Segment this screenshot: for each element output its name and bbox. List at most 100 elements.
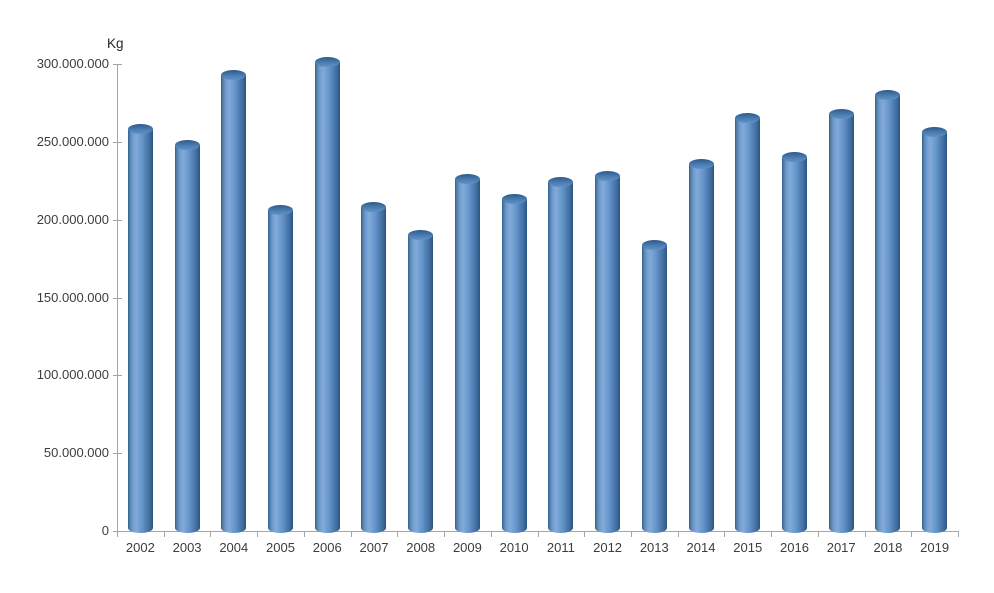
bar-2005 xyxy=(268,205,294,533)
bar-2006 xyxy=(314,57,340,533)
x-axis-label: 2015 xyxy=(733,540,763,555)
bar-top-cap xyxy=(595,171,621,182)
bar-top-cap xyxy=(781,152,807,163)
x-axis-label: 2010 xyxy=(499,540,529,555)
bar-top-cap xyxy=(735,113,761,124)
bar-2019 xyxy=(922,127,948,533)
bar-top-cap xyxy=(314,57,340,68)
bar-2011 xyxy=(548,177,574,533)
y-tick-label: 200.000.000 xyxy=(36,211,109,227)
bar-top-cap xyxy=(408,230,434,241)
x-tick-mark xyxy=(911,532,913,537)
bar-body xyxy=(314,62,340,533)
y-tick-label: 50.000.000 xyxy=(43,445,109,461)
y-tick-label: 100.000.000 xyxy=(36,367,109,383)
bar-top-cap xyxy=(221,69,247,80)
bar-2012 xyxy=(595,171,621,533)
bar-top-cap xyxy=(548,177,574,188)
x-axis-label: 2016 xyxy=(780,540,809,555)
x-tick-mark xyxy=(397,532,399,537)
bar-top-cap xyxy=(268,205,294,216)
y-tick-label: 150.000.000 xyxy=(36,289,109,305)
x-axis-line xyxy=(117,531,959,532)
y-tick-mark xyxy=(113,531,122,532)
x-axis-label: 2011 xyxy=(546,540,575,555)
bar-2003 xyxy=(174,139,200,533)
bar-top-cap xyxy=(454,174,480,185)
x-tick-mark xyxy=(817,532,819,537)
x-axis-label: 2008 xyxy=(406,540,436,555)
bar-top-cap xyxy=(127,124,153,135)
bar-body xyxy=(688,163,714,533)
bar-2004 xyxy=(221,69,247,533)
x-axis-label: 2017 xyxy=(826,540,856,555)
x-axis-label: 2019 xyxy=(920,540,950,555)
bar-top-cap xyxy=(361,202,387,213)
bar-2009 xyxy=(454,174,480,533)
x-tick-mark xyxy=(303,532,305,537)
x-tick-mark xyxy=(864,532,866,537)
x-tick-mark xyxy=(677,532,679,537)
bar-body xyxy=(501,199,527,533)
x-axis-label: 2006 xyxy=(312,540,342,555)
x-tick-mark xyxy=(257,532,259,537)
bar-body xyxy=(408,235,434,533)
y-tick-label: 250.000.000 xyxy=(36,133,109,149)
bar-body xyxy=(454,179,480,533)
bar-top-cap xyxy=(174,139,200,150)
x-tick-mark xyxy=(210,532,212,537)
bar-body xyxy=(922,132,948,533)
x-axis-label: 2003 xyxy=(172,540,202,555)
bar-body xyxy=(641,244,667,533)
x-axis-label: 2013 xyxy=(639,540,669,555)
x-axis-label: 2012 xyxy=(593,540,623,555)
bar-2015 xyxy=(735,113,761,533)
bar-top-cap xyxy=(641,239,667,250)
bar-body xyxy=(268,210,294,533)
bar-2017 xyxy=(828,108,854,533)
bar-body xyxy=(875,95,901,533)
bar-body xyxy=(781,157,807,533)
bar-2014 xyxy=(688,158,714,533)
bar-2007 xyxy=(361,202,387,533)
x-tick-mark xyxy=(630,532,632,537)
bar-body xyxy=(221,74,247,533)
y-tick-label: 300.000.000 xyxy=(36,56,109,71)
bar-body xyxy=(127,129,153,533)
bar-top-cap xyxy=(501,194,527,205)
y-tick-mark xyxy=(113,141,122,143)
x-tick-mark xyxy=(724,532,726,537)
bar-2016 xyxy=(781,152,807,533)
bar-body xyxy=(595,176,621,533)
bar-2002 xyxy=(127,124,153,533)
bar-body xyxy=(735,118,761,533)
x-tick-mark xyxy=(584,532,586,537)
x-axis-label: 2007 xyxy=(359,540,389,555)
bar-2010 xyxy=(501,194,527,533)
y-axis-unit-label: Kg xyxy=(107,36,124,51)
bar-body xyxy=(828,113,854,533)
x-tick-mark xyxy=(350,532,352,537)
y-tick-label: 0 xyxy=(101,523,109,538)
x-axis-label: 2002 xyxy=(125,540,155,555)
bar-body xyxy=(361,207,387,533)
bar-body xyxy=(548,182,574,533)
x-tick-mark xyxy=(490,532,492,537)
x-axis-label: 2004 xyxy=(219,540,249,555)
bar-body xyxy=(174,144,200,533)
y-tick-mark xyxy=(113,64,122,65)
bar-2008 xyxy=(408,230,434,533)
y-tick-mark xyxy=(113,219,122,221)
bar-top-cap xyxy=(688,158,714,169)
bar-2018 xyxy=(875,90,901,533)
x-axis-label: 2014 xyxy=(686,540,716,555)
x-axis-label: 2005 xyxy=(266,540,295,555)
x-tick-mark xyxy=(117,532,118,537)
x-tick-mark xyxy=(444,532,446,537)
x-tick-mark xyxy=(958,532,959,537)
y-tick-mark xyxy=(113,297,122,299)
x-axis-label: 2018 xyxy=(873,540,903,555)
y-tick-mark xyxy=(113,453,122,455)
bar-2013 xyxy=(641,239,667,533)
